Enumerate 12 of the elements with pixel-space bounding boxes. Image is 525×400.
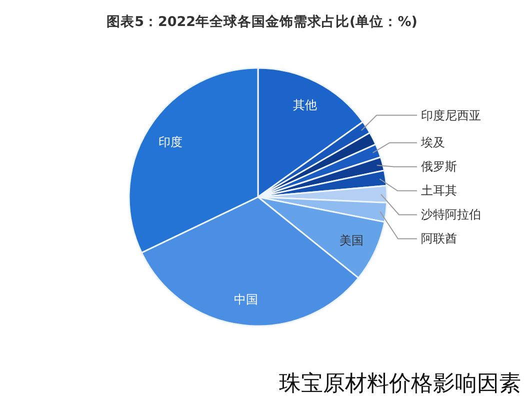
slice-label: 中国 [234,292,258,307]
slice-label: 印度 [158,134,183,149]
text: 珠宝原材料价格影响因素 [279,372,521,396]
slice-label: 美国 [340,234,364,248]
slice-label: 阿联酋 [421,232,457,246]
chart-title: 图表5：2022年全球各国金饰需求占比(单位：%) [106,14,418,30]
slice-label: 俄罗斯 [421,160,457,174]
slice-label: 其他 [293,98,318,112]
slice-label: 沙特阿拉伯 [421,208,481,222]
slice-label: 埃及 [420,136,445,150]
slice-label: 土耳其 [421,184,457,198]
slice-label: 印度尼西亚 [421,108,481,122]
